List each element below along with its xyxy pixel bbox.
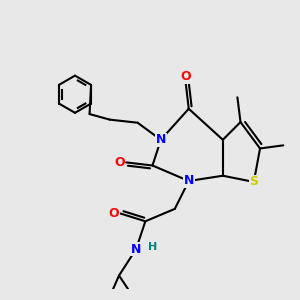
Text: O: O	[180, 70, 191, 83]
Text: N: N	[156, 133, 166, 146]
Text: H: H	[148, 242, 158, 252]
Text: S: S	[249, 176, 258, 188]
Text: O: O	[114, 156, 124, 169]
Text: O: O	[108, 207, 119, 220]
Text: N: N	[184, 175, 194, 188]
Text: N: N	[131, 243, 141, 256]
